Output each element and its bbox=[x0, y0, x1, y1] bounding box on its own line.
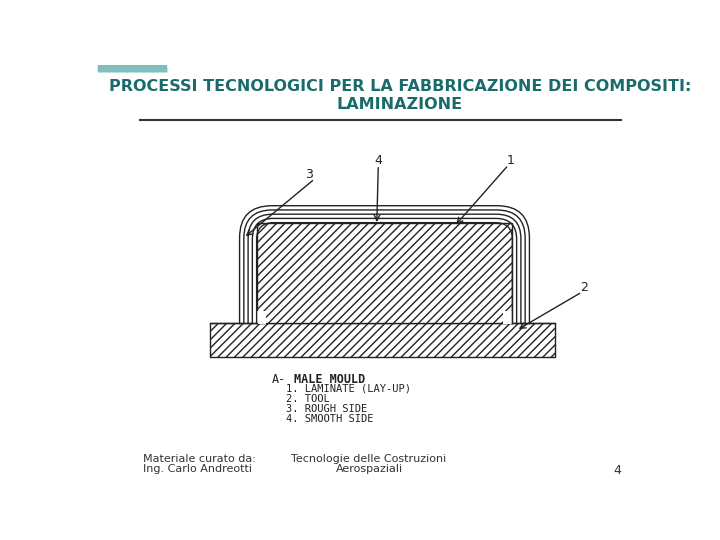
Text: MALE MOULD: MALE MOULD bbox=[294, 373, 365, 386]
Bar bbox=[503, 311, 513, 325]
Text: Aerospaziali: Aerospaziali bbox=[336, 464, 402, 474]
Text: Ing. Carlo Andreotti: Ing. Carlo Andreotti bbox=[143, 464, 252, 474]
Text: 3. ROUGH SIDE: 3. ROUGH SIDE bbox=[286, 403, 367, 414]
Text: 1. LAMINATE (LAY-UP): 1. LAMINATE (LAY-UP) bbox=[286, 383, 411, 394]
Text: LAMINAZIONE: LAMINAZIONE bbox=[337, 97, 463, 112]
Text: PROCESSI TECNOLOGICI PER LA FABBRICAZIONE DEI COMPOSITI:: PROCESSI TECNOLOGICI PER LA FABBRICAZION… bbox=[109, 79, 691, 94]
Bar bbox=[256, 311, 266, 325]
Text: 4: 4 bbox=[374, 154, 382, 167]
Text: 3: 3 bbox=[305, 167, 312, 181]
Bar bbox=[256, 222, 513, 323]
Text: A-: A- bbox=[272, 373, 287, 386]
Text: 4: 4 bbox=[613, 464, 621, 477]
Text: 2. TOOL: 2. TOOL bbox=[286, 394, 330, 403]
Text: Tecnologie delle Costruzioni: Tecnologie delle Costruzioni bbox=[292, 454, 446, 464]
Wedge shape bbox=[98, 3, 168, 72]
Wedge shape bbox=[90, 0, 171, 65]
Text: 2: 2 bbox=[580, 281, 588, 294]
Text: Materiale curato da:: Materiale curato da: bbox=[143, 454, 256, 464]
Bar bbox=[210, 323, 555, 357]
Text: 4. SMOOTH SIDE: 4. SMOOTH SIDE bbox=[286, 414, 374, 423]
Text: 1: 1 bbox=[507, 154, 515, 167]
